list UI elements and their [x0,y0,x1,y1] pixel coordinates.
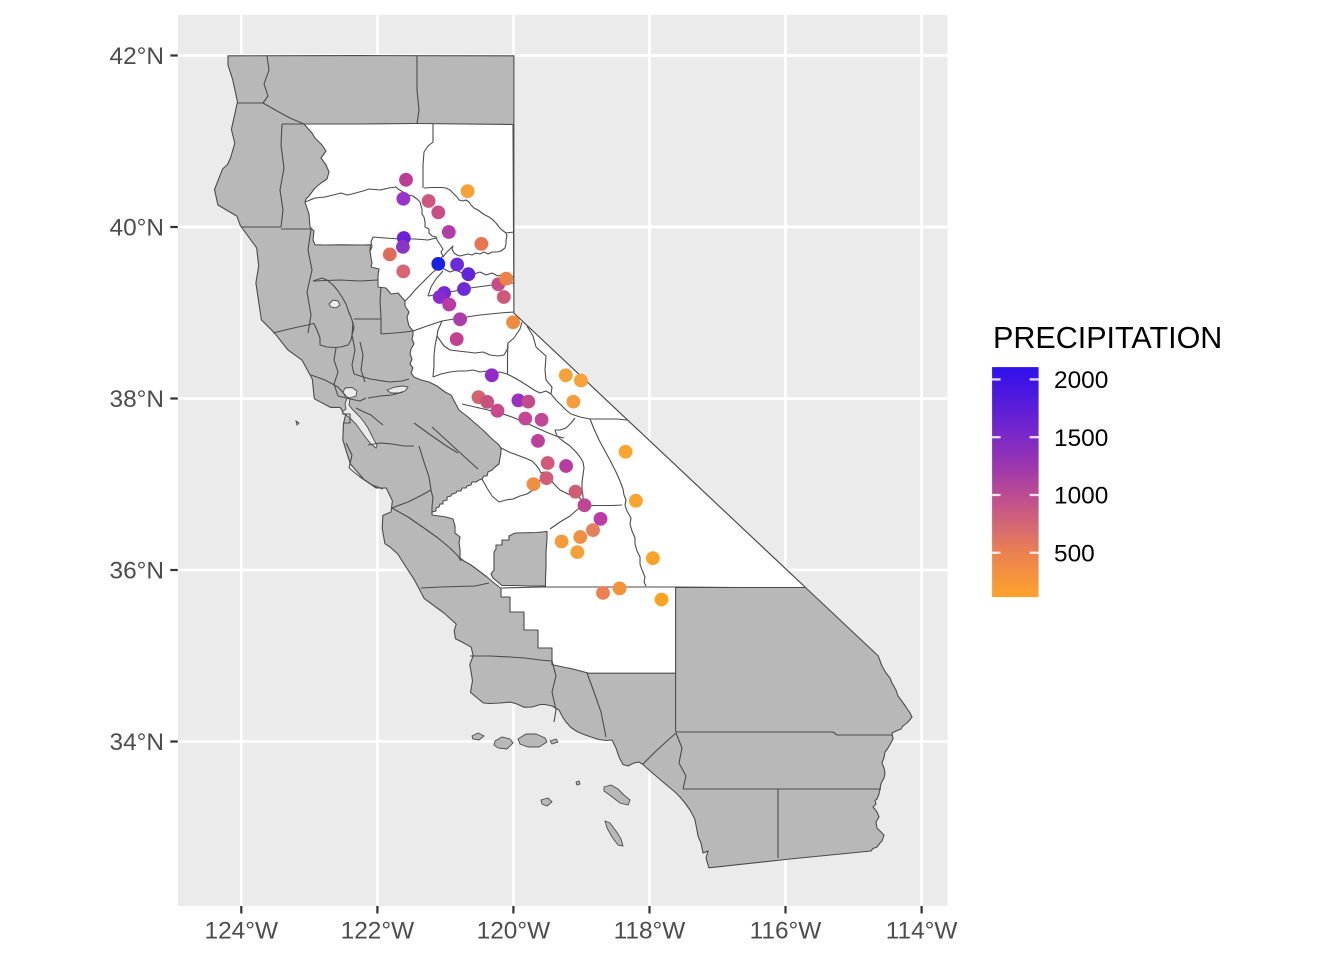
svg-text:42°N: 42°N [110,43,165,70]
svg-text:2000: 2000 [1054,367,1108,394]
svg-text:114°W: 114°W [886,917,958,944]
svg-text:116°W: 116°W [750,917,822,944]
svg-text:PRECIPITATION: PRECIPITATION [993,321,1222,355]
svg-text:118°W: 118°W [614,917,686,944]
svg-text:1500: 1500 [1054,425,1108,452]
svg-text:38°N: 38°N [110,386,165,413]
svg-text:36°N: 36°N [110,558,165,585]
svg-text:500: 500 [1054,541,1095,568]
svg-text:124°W: 124°W [205,917,278,944]
svg-text:122°W: 122°W [341,917,414,944]
svg-text:40°N: 40°N [110,215,165,242]
svg-text:120°W: 120°W [477,917,550,944]
svg-text:1000: 1000 [1054,483,1108,510]
svg-text:34°N: 34°N [110,729,165,756]
